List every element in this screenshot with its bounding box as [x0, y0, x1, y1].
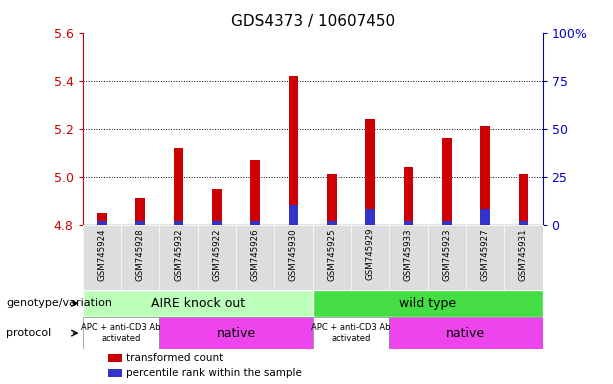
Bar	[403, 167, 413, 225]
Text: GSM745922: GSM745922	[212, 228, 221, 281]
Bar	[480, 209, 490, 225]
Text: GSM745931: GSM745931	[519, 228, 528, 281]
Bar	[480, 126, 490, 225]
Bar	[365, 209, 375, 225]
Bar	[289, 76, 299, 225]
Bar	[389, 317, 543, 349]
Text: APC + anti-CD3 Ab
activated: APC + anti-CD3 Ab activated	[311, 323, 390, 343]
Bar	[519, 174, 528, 225]
Text: GSM745925: GSM745925	[327, 228, 337, 281]
Text: GSM745930: GSM745930	[289, 228, 298, 281]
Title: GDS4373 / 10607450: GDS4373 / 10607450	[230, 14, 395, 29]
Bar	[109, 369, 122, 377]
Bar	[212, 221, 222, 225]
Bar	[442, 221, 452, 225]
Bar	[250, 221, 260, 225]
Bar	[83, 290, 313, 317]
Bar	[313, 290, 543, 317]
Text: GSM745927: GSM745927	[481, 228, 490, 281]
Text: AIRE knock out: AIRE knock out	[151, 297, 245, 310]
Bar	[327, 174, 337, 225]
Text: transformed count: transformed count	[126, 353, 224, 363]
Bar	[173, 221, 183, 225]
Bar	[173, 148, 183, 225]
Text: APC + anti-CD3 Ab
activated: APC + anti-CD3 Ab activated	[82, 323, 161, 343]
Text: protocol: protocol	[6, 328, 51, 338]
Bar	[403, 221, 413, 225]
Bar	[289, 205, 299, 225]
Text: GSM745924: GSM745924	[97, 228, 107, 281]
Bar	[135, 198, 145, 225]
Text: native: native	[216, 327, 256, 339]
Text: GSM745933: GSM745933	[404, 228, 413, 281]
Bar	[212, 189, 222, 225]
Bar	[519, 221, 528, 225]
Text: GSM745932: GSM745932	[174, 228, 183, 281]
Text: GSM745926: GSM745926	[251, 228, 260, 281]
Bar	[442, 138, 452, 225]
Text: GSM745929: GSM745929	[365, 228, 375, 280]
Bar	[83, 317, 159, 349]
Bar	[97, 213, 107, 225]
Text: native: native	[446, 327, 485, 339]
Text: genotype/variation: genotype/variation	[6, 298, 112, 308]
Bar	[327, 221, 337, 225]
Text: GSM745928: GSM745928	[135, 228, 145, 281]
Bar	[159, 317, 313, 349]
Bar	[250, 160, 260, 225]
Text: percentile rank within the sample: percentile rank within the sample	[126, 368, 302, 378]
Text: GSM745923: GSM745923	[442, 228, 451, 281]
Bar	[365, 119, 375, 225]
Text: wild type: wild type	[399, 297, 456, 310]
Bar	[97, 221, 107, 225]
Bar	[135, 221, 145, 225]
Bar	[109, 354, 122, 362]
Bar	[313, 317, 389, 349]
